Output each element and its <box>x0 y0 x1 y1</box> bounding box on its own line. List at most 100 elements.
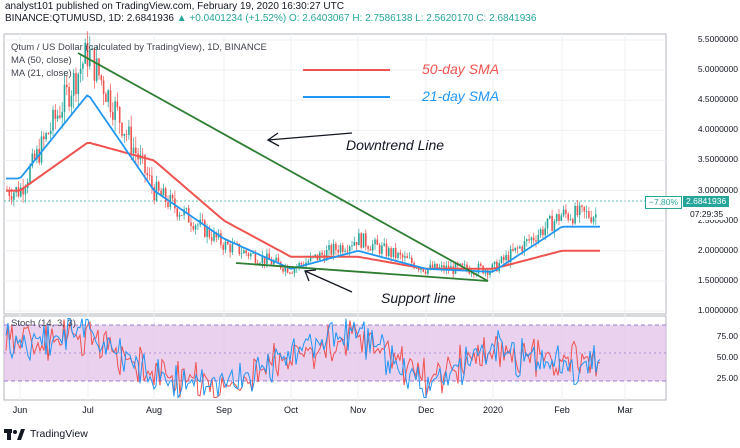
candle-body <box>128 126 130 135</box>
candle-body <box>411 257 413 263</box>
candle-body <box>135 147 137 154</box>
candle-body <box>572 219 574 224</box>
candle-body <box>59 115 61 118</box>
tradingview-logo[interactable]: TradingView <box>4 427 88 441</box>
candle-body <box>383 243 385 246</box>
candle-body <box>526 239 528 241</box>
candle-body <box>434 263 436 269</box>
time-tick: Aug <box>145 405 163 415</box>
time-tick: Jul <box>82 405 94 415</box>
candle-body <box>84 42 86 64</box>
candle-body <box>61 111 63 118</box>
support-annotation: Support line <box>381 290 456 306</box>
candle-body <box>171 194 174 199</box>
candle-body <box>256 262 259 264</box>
price-tick: 5.5000000 <box>697 34 738 45</box>
candle-body <box>75 72 77 94</box>
candle-body <box>388 248 390 257</box>
candle-body <box>86 42 89 67</box>
candle-body <box>590 217 592 223</box>
candle-body <box>583 206 586 212</box>
candle-body <box>125 133 128 135</box>
candle-body <box>408 257 411 259</box>
candle-body <box>261 256 264 264</box>
candle-body <box>300 263 303 265</box>
change: ▲ +0.0401234 (+1.52%) <box>176 13 287 24</box>
candle-body <box>344 250 346 252</box>
candle-body <box>29 166 31 183</box>
candle-body <box>164 188 167 202</box>
candle-body <box>401 254 404 258</box>
candle-body <box>24 188 27 195</box>
percent-badge: −7.80% <box>645 196 683 209</box>
candle-body <box>424 271 427 274</box>
stoch-tick: 25.00 <box>716 373 738 383</box>
candle-body <box>358 233 360 246</box>
price-tick: 3.5000000 <box>697 154 738 165</box>
candle-body <box>213 232 215 241</box>
candle-body <box>275 257 277 261</box>
time-tick: 2020 <box>482 405 504 415</box>
candle-body <box>376 239 379 245</box>
candle-body <box>185 208 188 210</box>
candle-body <box>220 233 222 245</box>
candle-body <box>496 261 498 272</box>
candle-body <box>250 253 252 257</box>
candle-body <box>112 112 114 120</box>
candle-body <box>259 263 261 265</box>
candle-body <box>146 173 149 176</box>
candle-body <box>549 215 551 219</box>
candle-body <box>342 245 344 252</box>
candle-body <box>509 248 512 263</box>
candle-body <box>224 241 227 250</box>
support-line <box>235 262 489 282</box>
candle-body <box>238 243 241 254</box>
candle-body <box>440 265 443 268</box>
candle-body <box>505 254 507 261</box>
candle-body <box>263 256 266 264</box>
candle-body <box>353 242 356 246</box>
candle-body <box>82 63 84 69</box>
candle-body <box>208 227 211 238</box>
brand-name: TradingView <box>30 428 88 440</box>
downtrend-annotation: Downtrend Line <box>346 137 445 153</box>
candle-body <box>523 240 526 252</box>
time-tick: Nov <box>349 405 367 415</box>
candle-body <box>371 244 374 251</box>
candle-body <box>93 48 96 81</box>
price-tick: 4.0000000 <box>697 124 738 135</box>
candle-body <box>227 241 229 245</box>
candle-body <box>254 252 257 263</box>
price-tick: 4.5000000 <box>697 94 738 105</box>
candle-body <box>121 122 123 136</box>
candle-body <box>79 68 82 74</box>
candle-body <box>43 136 45 140</box>
candle-body <box>68 87 70 107</box>
candle-body <box>390 248 392 257</box>
candle-body <box>514 247 517 251</box>
price-tick: 1.5000000 <box>697 274 738 285</box>
candle-body <box>332 243 335 255</box>
price-tick: 5.0000000 <box>697 64 738 75</box>
candle-body <box>325 249 328 261</box>
candle-body <box>89 49 91 67</box>
candle-body <box>493 261 496 265</box>
time-tick: Oct <box>283 405 299 415</box>
candle-body <box>109 90 112 113</box>
candle-body <box>36 149 38 160</box>
candle-body <box>588 211 590 218</box>
candle-body <box>49 130 52 135</box>
candle-body <box>192 226 195 230</box>
candle-body <box>330 245 333 255</box>
stoch-tick: 75.00 <box>716 331 738 341</box>
candle-body <box>118 107 121 123</box>
candle-body <box>231 244 234 253</box>
candle-body <box>151 175 153 188</box>
candle-body <box>503 256 505 261</box>
ma50-label: MA (50, close) <box>11 55 72 66</box>
tradingview-icon <box>4 429 25 440</box>
candle-body <box>245 250 247 254</box>
candle-body <box>558 214 560 221</box>
candle-body <box>215 232 218 238</box>
candle-body <box>367 246 369 250</box>
